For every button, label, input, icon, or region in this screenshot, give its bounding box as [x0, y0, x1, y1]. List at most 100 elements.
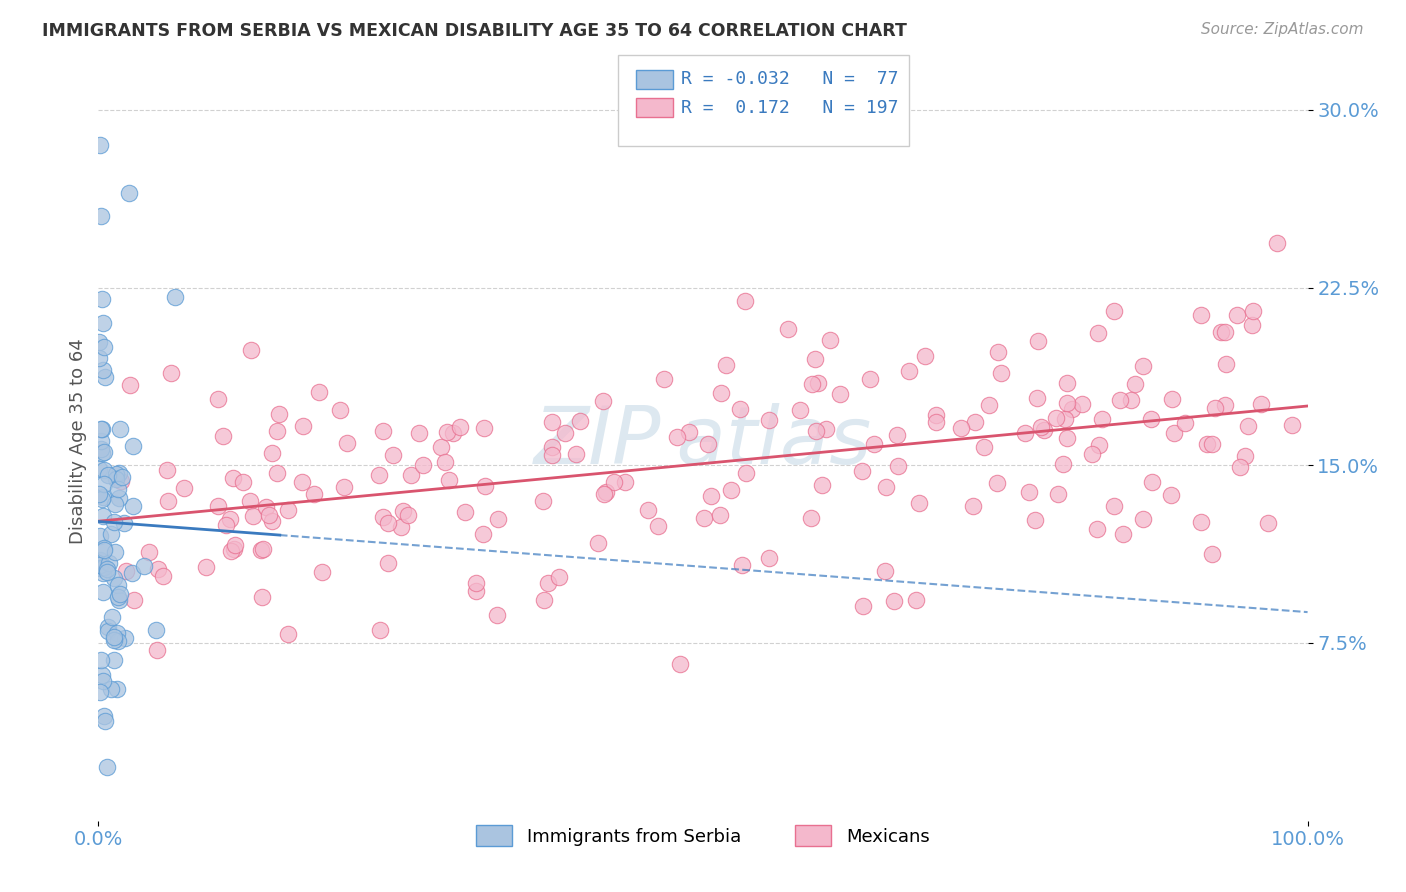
Point — [693, 511, 716, 525]
Text: R =  0.172   N = 197: R = 0.172 N = 197 — [682, 99, 898, 117]
Point — [93, 709, 115, 723]
Point — [1087, 326, 1109, 341]
Point — [1018, 484, 1040, 499]
Point — [474, 479, 496, 493]
Point — [1174, 417, 1197, 431]
Point — [637, 503, 659, 517]
Point — [100, 681, 122, 696]
Point — [430, 441, 453, 455]
Point — [91, 673, 114, 688]
Point — [87, 487, 110, 501]
FancyBboxPatch shape — [637, 70, 672, 89]
Point — [377, 516, 399, 530]
Point — [91, 363, 114, 377]
Point — [89, 529, 111, 543]
Point — [807, 376, 830, 390]
Point — [224, 541, 246, 556]
Point — [828, 387, 851, 401]
Point — [1071, 397, 1094, 411]
Point — [165, 290, 187, 304]
Point — [112, 516, 135, 530]
Point — [735, 466, 758, 480]
Point — [1026, 391, 1049, 405]
Point — [1052, 457, 1074, 471]
Point — [302, 487, 325, 501]
Point — [105, 625, 128, 640]
Point — [269, 407, 291, 421]
Point — [924, 408, 946, 422]
Point — [987, 344, 1010, 359]
Point — [277, 502, 299, 516]
Point — [90, 434, 112, 448]
Point — [219, 544, 242, 558]
Point — [1189, 308, 1212, 322]
Point — [1213, 398, 1236, 412]
Point — [93, 542, 115, 557]
Point — [665, 430, 688, 444]
Point — [1160, 392, 1182, 407]
Point — [93, 541, 115, 555]
Point — [873, 564, 896, 578]
Point — [588, 536, 610, 550]
Point — [108, 592, 131, 607]
Point — [381, 448, 404, 462]
Point — [1160, 488, 1182, 502]
Legend: Immigrants from Serbia, Mexicans: Immigrants from Serbia, Mexicans — [470, 818, 936, 854]
Point — [215, 518, 238, 533]
Point — [908, 496, 931, 510]
Point — [537, 576, 560, 591]
Point — [152, 568, 174, 582]
Point — [1045, 410, 1067, 425]
Point — [114, 564, 136, 578]
Point — [336, 436, 359, 450]
Point — [720, 483, 742, 497]
Point — [148, 562, 170, 576]
Point — [1123, 376, 1146, 391]
Point — [465, 584, 488, 599]
Point — [96, 565, 118, 579]
Point — [710, 385, 733, 400]
Point — [389, 519, 412, 533]
Point — [804, 352, 827, 367]
Point — [963, 415, 986, 429]
Text: Source: ZipAtlas.com: Source: ZipAtlas.com — [1201, 22, 1364, 37]
Point — [886, 428, 908, 442]
Point — [1213, 325, 1236, 339]
Point — [118, 378, 141, 392]
FancyBboxPatch shape — [637, 98, 672, 117]
FancyBboxPatch shape — [619, 55, 908, 145]
Point — [110, 587, 132, 601]
Point — [173, 481, 195, 495]
Point — [647, 518, 669, 533]
Point — [1119, 392, 1142, 407]
Point — [194, 560, 217, 574]
Point — [731, 558, 754, 573]
Point — [1211, 326, 1233, 340]
Point — [212, 429, 235, 443]
Point — [678, 425, 700, 439]
Point — [485, 608, 508, 623]
Point — [554, 425, 576, 440]
Point — [408, 425, 430, 440]
Point — [778, 322, 800, 336]
Point — [1132, 512, 1154, 526]
Point — [93, 560, 115, 574]
Point — [859, 372, 882, 386]
Point — [107, 591, 129, 605]
Point — [973, 440, 995, 454]
Point — [669, 657, 692, 671]
Point — [540, 415, 562, 429]
Point — [96, 562, 118, 576]
Point — [1140, 475, 1163, 489]
Point — [436, 425, 458, 440]
Point — [311, 566, 333, 580]
Point — [107, 577, 129, 591]
Point — [257, 508, 280, 523]
Point — [887, 458, 910, 473]
Point — [90, 422, 112, 436]
Point — [157, 493, 180, 508]
Point — [89, 335, 111, 350]
Point — [91, 316, 114, 330]
Point — [709, 508, 731, 523]
Point — [875, 480, 897, 494]
